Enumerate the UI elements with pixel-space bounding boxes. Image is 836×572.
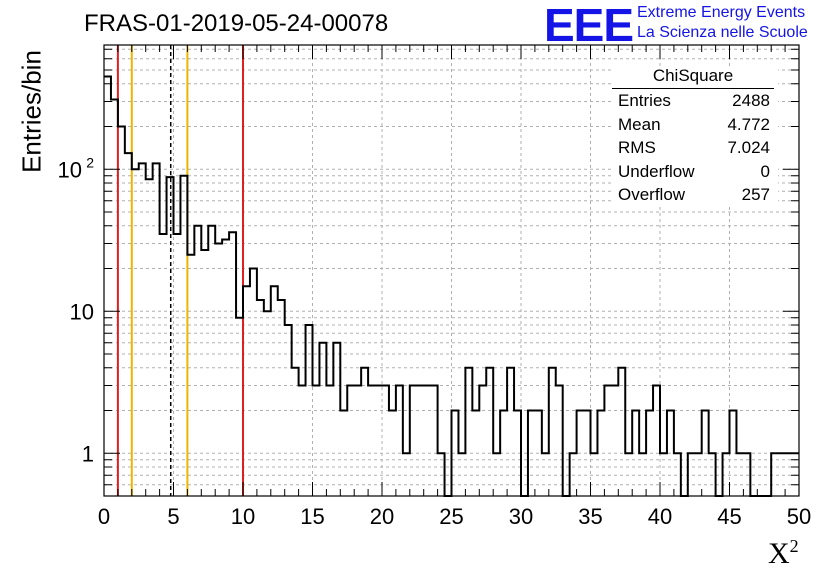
x-tick-label: 45 bbox=[717, 504, 741, 529]
x-tick-label: 5 bbox=[167, 504, 179, 529]
stats-row-entries: Entries 2488 bbox=[612, 89, 778, 113]
logo-caption: Extreme Energy Events La Scienza nelle S… bbox=[637, 3, 808, 43]
stats-label: Mean bbox=[618, 114, 661, 134]
logo-line-1: Extreme Energy Events bbox=[637, 4, 806, 21]
stats-box: ChiSquare Entries 2488 Mean 4.772 RMS 7.024 Un… bbox=[612, 66, 778, 207]
y-tick-label: 10 bbox=[58, 157, 82, 182]
stats-label: Overflow bbox=[618, 185, 686, 204]
y-tick-label: 10 bbox=[70, 299, 94, 324]
chart-title: FRAS-01-2019-05-24-00078 bbox=[84, 10, 389, 37]
x-tick-label: 30 bbox=[509, 504, 533, 529]
stats-row-overflow: Overflow 257 bbox=[612, 183, 778, 207]
stats-title: ChiSquare bbox=[612, 66, 774, 89]
x-axis-label-sup: 2 bbox=[789, 536, 799, 556]
stats-value: 2488 bbox=[732, 91, 770, 110]
x-tick-label: 10 bbox=[231, 504, 255, 529]
x-tick-label: 0 bbox=[98, 504, 110, 529]
stats-value: 7.024 bbox=[727, 138, 770, 157]
x-tick-label: 25 bbox=[439, 504, 463, 529]
stats-label: Underflow bbox=[618, 161, 695, 181]
stats-value: 257 bbox=[741, 185, 770, 204]
eee-logo: EEE bbox=[544, 0, 634, 51]
histogram-series bbox=[104, 75, 799, 497]
x-tick-label: 50 bbox=[787, 504, 811, 529]
stats-rows: Entries 2488 Mean 4.772 RMS 7.024 Underflow 0 Ov… bbox=[612, 89, 778, 207]
stats-row-mean: Mean 4.772 bbox=[612, 113, 778, 137]
y-tick-label: 1 bbox=[82, 441, 94, 466]
x-tick-label: 40 bbox=[648, 504, 672, 529]
stats-row-rms: RMS 7.024 bbox=[612, 136, 778, 160]
y-axis-label: Entries/bin bbox=[16, 50, 47, 173]
x-tick-label: 20 bbox=[370, 504, 394, 529]
x-axis-label: X2 bbox=[768, 536, 799, 571]
x-tick-label: 15 bbox=[300, 504, 324, 529]
stats-label: Entries bbox=[618, 91, 671, 110]
x-axis-label-base: X bbox=[768, 537, 790, 570]
y-tick-label-exponent: 2 bbox=[86, 154, 94, 170]
x-tick-label: 35 bbox=[578, 504, 602, 529]
logo-line-2: La Scienza nelle Scuole bbox=[637, 24, 808, 41]
stats-value: 4.772 bbox=[727, 114, 770, 134]
stats-value: 0 bbox=[760, 161, 770, 181]
stats-label: RMS bbox=[618, 138, 656, 157]
stats-row-underflow: Underflow 0 bbox=[612, 160, 778, 184]
